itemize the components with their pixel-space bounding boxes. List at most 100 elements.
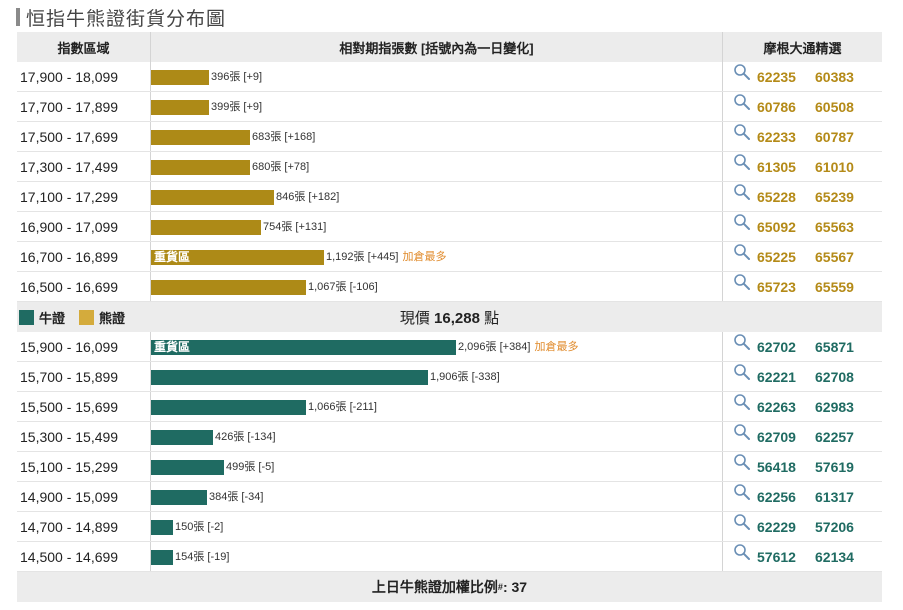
index-range: 17,700 - 17,899 [20, 98, 119, 115]
search-icon[interactable] [733, 243, 751, 261]
search-icon[interactable] [733, 393, 751, 411]
warrant-code-link[interactable]: 61317 [815, 488, 854, 505]
contracts-bar [151, 220, 261, 235]
warrant-code-link[interactable]: 65723 [757, 278, 796, 295]
search-icon[interactable] [733, 213, 751, 231]
warrant-code-link[interactable]: 62257 [815, 428, 854, 445]
picks-cell: 62256 61317 [723, 482, 882, 511]
warrant-code-link[interactable]: 62134 [815, 548, 854, 565]
warrant-code-link[interactable]: 57619 [815, 458, 854, 475]
table-row: 15,900 - 16,099 重貨區 2,096張 [+384] 加倉最多 62702… [17, 332, 882, 362]
table-row: 17,900 - 18,099 396張 [+9] 62235 60383 [17, 62, 882, 92]
table-row: 17,300 - 17,499 680張 [+78] 61305 61010 [17, 152, 882, 182]
contracts-label: 396張 [+9] [211, 71, 263, 83]
contracts-cell: 重貨區 1,192張 [+445] 加倉最多 [150, 242, 723, 271]
search-icon[interactable] [733, 273, 751, 291]
index-range: 17,900 - 18,099 [20, 68, 119, 85]
warrant-code-link[interactable]: 61010 [815, 158, 854, 175]
search-icon[interactable] [733, 513, 751, 531]
search-icon[interactable] [733, 543, 751, 561]
contracts-cell: 846張 [+182] [150, 182, 723, 211]
contracts-label: 426張 [-134] [215, 431, 276, 443]
contracts-bar [151, 370, 428, 385]
contracts-label: 154張 [-19] [175, 551, 230, 563]
warrant-code-link[interactable]: 61305 [757, 158, 796, 175]
search-icon[interactable] [733, 153, 751, 171]
table-row: 17,500 - 17,699 683張 [+168] 62233 60787 [17, 122, 882, 152]
header-contracts: 相對期指張數 [括號內為一日變化] [150, 32, 723, 62]
footer-value: : 37 [502, 579, 528, 595]
search-icon[interactable] [733, 183, 751, 201]
warrant-code-link[interactable]: 65559 [815, 278, 854, 295]
warrant-code-link[interactable]: 65228 [757, 188, 796, 205]
contracts-label-group: 1,067張 [-106] [308, 278, 378, 296]
legend-bull-swatch [19, 309, 34, 325]
bull-rows: 15,900 - 16,099 重貨區 2,096張 [+384] 加倉最多 62702… [17, 332, 882, 572]
warrant-code-link[interactable]: 62221 [757, 368, 796, 385]
contracts-label: 150張 [-2] [175, 521, 224, 533]
search-icon[interactable] [733, 123, 751, 141]
warrant-code-link[interactable]: 65563 [815, 218, 854, 235]
contracts-label-group: 1,906張 [-338] [430, 368, 500, 386]
warrant-code-link[interactable]: 65225 [757, 248, 796, 265]
contracts-cell: 1,066張 [-211] [150, 392, 723, 421]
warrant-code-link[interactable]: 62709 [757, 428, 796, 445]
picks-cell: 62235 60383 [723, 62, 882, 91]
index-range: 16,900 - 17,099 [20, 218, 119, 235]
warrant-code-link[interactable]: 65239 [815, 188, 854, 205]
price-prefix: 現價 [399, 309, 430, 327]
picks-cell: 65225 65567 [723, 242, 882, 271]
table-row: 14,900 - 15,099 384張 [-34] 62256 61317 [17, 482, 882, 512]
footer-ratio: 上日牛熊證加權比例 #: 37 [17, 572, 882, 602]
contracts-cell: 150張 [-2] [150, 512, 723, 541]
search-icon[interactable] [733, 483, 751, 501]
search-icon[interactable] [733, 363, 751, 381]
warrant-code-link[interactable]: 60787 [815, 128, 854, 145]
contracts-cell: 683張 [+168] [150, 122, 723, 151]
warrant-code-link[interactable]: 62702 [757, 338, 796, 355]
picks-cell: 62229 57206 [723, 512, 882, 541]
warrant-code-link[interactable]: 62229 [757, 518, 796, 535]
page-title-block: 恒指牛熊證街貨分布圖 [16, 6, 227, 30]
page-title: 恒指牛熊證街貨分布圖 [26, 8, 227, 30]
index-range: 14,500 - 14,699 [20, 548, 119, 565]
warrant-code-link[interactable]: 62983 [815, 398, 854, 415]
picks-cell: 60786 60508 [723, 92, 882, 121]
warrant-code-link[interactable]: 62233 [757, 128, 796, 145]
index-range: 15,300 - 15,499 [20, 428, 119, 445]
search-icon[interactable] [733, 333, 751, 351]
table-header: 指數區域 相對期指張數 [括號內為一日變化] 摩根大通精選 [17, 32, 882, 62]
warrant-code-link[interactable]: 62235 [757, 68, 796, 85]
contracts-label: 1,066張 [-211] [308, 401, 377, 413]
warrant-code-link[interactable]: 65567 [815, 248, 854, 265]
search-icon[interactable] [733, 63, 751, 81]
contracts-label: 499張 [-5] [226, 461, 275, 473]
picks-cell: 62221 62708 [723, 362, 882, 391]
contracts-label-group: 150張 [-2] [175, 518, 223, 536]
contracts-label: 2,096張 [+384] [458, 341, 531, 353]
contracts-label: 846張 [+182] [276, 191, 340, 203]
contracts-label: 1,192張 [+445] [326, 251, 399, 263]
warrant-code-link[interactable]: 62256 [757, 488, 796, 505]
warrant-code-link[interactable]: 62708 [815, 368, 854, 385]
current-price-bar: 牛證 熊證 現價 16,288 點 [17, 302, 882, 332]
warrant-code-link[interactable]: 60508 [815, 98, 854, 115]
warrant-code-link[interactable]: 60383 [815, 68, 854, 85]
contracts-label-group: 499張 [-5] [226, 458, 274, 476]
table-row: 15,700 - 15,899 1,906張 [-338] 62221 62708 [17, 362, 882, 392]
warrant-code-link[interactable]: 56418 [757, 458, 796, 475]
search-icon[interactable] [733, 423, 751, 441]
warrant-code-link[interactable]: 65092 [757, 218, 796, 235]
index-range: 14,900 - 15,099 [20, 488, 119, 505]
picks-cell: 62263 62983 [723, 392, 882, 421]
warrant-code-link[interactable]: 62263 [757, 398, 796, 415]
warrant-code-link[interactable]: 60786 [757, 98, 796, 115]
warrant-code-link[interactable]: 57612 [757, 548, 796, 565]
contracts-bar [151, 430, 213, 445]
search-icon[interactable] [733, 453, 751, 471]
picks-cell: 62233 60787 [723, 122, 882, 151]
search-icon[interactable] [733, 93, 751, 111]
warrant-code-link[interactable]: 57206 [815, 518, 854, 535]
contracts-cell: 396張 [+9] [150, 62, 723, 91]
warrant-code-link[interactable]: 65871 [815, 338, 854, 355]
